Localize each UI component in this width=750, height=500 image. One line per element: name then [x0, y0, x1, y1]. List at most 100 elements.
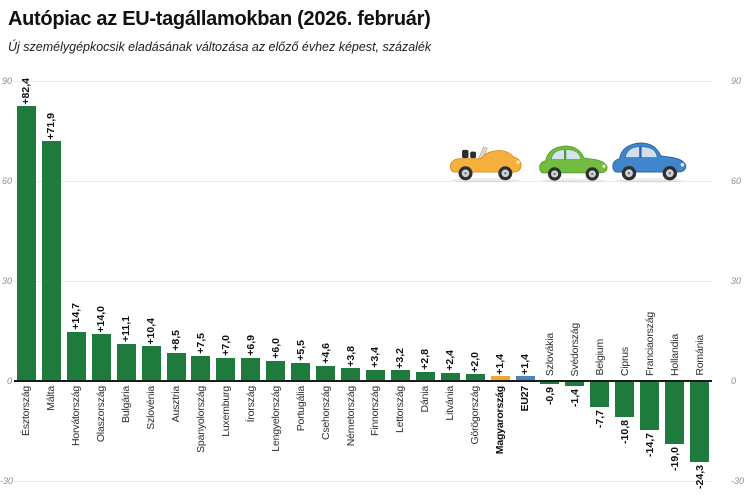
- value-label: +10,4: [145, 317, 158, 345]
- bar-Hollandia: [665, 381, 685, 445]
- category-label: Portugália: [294, 386, 307, 432]
- chart-title: Autópiac az EU-tagállamokban (2026. febr…: [8, 8, 431, 30]
- category-label: Horvátország: [70, 386, 83, 447]
- category-label: Olaszország: [95, 386, 108, 443]
- y-tick-label-right: 30: [731, 276, 742, 286]
- bar-Belgium: [590, 381, 610, 407]
- value-label: +5,5: [294, 339, 307, 361]
- bar-EU27: [515, 376, 535, 381]
- y-tick-label-left: 90: [1, 76, 12, 86]
- bar-Németország: [341, 368, 361, 381]
- value-label: +82,4: [20, 77, 33, 105]
- bar-Csehország: [316, 365, 336, 381]
- category-label: Magyarország: [494, 386, 507, 455]
- gridline--30: [14, 481, 712, 482]
- bar-Lengyelország: [266, 361, 286, 381]
- category-label: Csehország: [319, 386, 332, 441]
- value-label: +1,4: [519, 353, 532, 375]
- value-label: +3,2: [394, 347, 407, 369]
- x-axis-zero-line: [14, 380, 712, 382]
- gridline-60: [14, 181, 712, 182]
- category-label: EU27: [519, 386, 532, 412]
- category-label: Franciaország: [643, 312, 656, 376]
- bar-Spanyolország: [191, 356, 211, 381]
- value-label: +3,8: [344, 345, 357, 367]
- green-car-icon: [538, 134, 610, 184]
- category-label: Litvánia: [444, 386, 457, 421]
- gridline-90: [14, 81, 712, 82]
- category-label: Németország: [344, 386, 357, 447]
- bar-Szlovákia: [540, 381, 560, 384]
- category-label: Írország: [244, 386, 257, 423]
- bar-Szlovénia: [141, 346, 161, 381]
- value-label: +6,0: [269, 338, 282, 359]
- chart-subtitle: Új személygépkocsik eladásának változása…: [8, 40, 432, 54]
- value-label: +1,4: [494, 353, 507, 375]
- value-label: +3,4: [369, 346, 382, 368]
- category-label: Svédország: [568, 322, 581, 376]
- gridline-30: [14, 281, 712, 282]
- bar-Luxemburg: [216, 357, 236, 381]
- value-label: +7,5: [194, 333, 207, 354]
- bar-Finnország: [365, 369, 385, 381]
- category-label: Szlovénia: [145, 386, 158, 430]
- y-tick-label-right: -30: [731, 476, 745, 486]
- bar-Lettország: [390, 370, 410, 381]
- bar-Litvánia: [440, 373, 460, 381]
- value-label: -14,7: [643, 433, 656, 457]
- bar-Írország: [241, 358, 261, 381]
- y-tick-label-right: 90: [731, 76, 742, 86]
- bar-Portugália: [291, 362, 311, 381]
- value-label: -1,4: [568, 388, 581, 407]
- category-label: Románia: [693, 335, 706, 376]
- category-label: Hollandia: [668, 334, 681, 376]
- category-label: Lengyelország: [269, 386, 282, 452]
- category-label: Málta: [45, 386, 58, 411]
- value-label: -19,0: [668, 447, 681, 472]
- bar-Dánia: [415, 371, 435, 381]
- value-label: +4,6: [319, 342, 332, 364]
- value-label: +8,5: [170, 329, 183, 351]
- category-label: Dánia: [419, 386, 432, 413]
- y-tick-label-right: 60: [731, 176, 742, 186]
- category-label: Belgium: [593, 339, 606, 376]
- category-label: Görögország: [469, 386, 482, 445]
- bar-Magyarország: [490, 376, 510, 381]
- y-tick-label-left: 0: [6, 376, 12, 386]
- value-label: +2,0: [469, 351, 482, 373]
- value-label: -7,7: [593, 409, 606, 428]
- bar-Ciprus: [615, 381, 635, 417]
- value-label: +14,7: [70, 303, 83, 330]
- bar-Görögország: [465, 374, 485, 381]
- category-label: Luxemburg: [219, 386, 232, 437]
- value-label: -10,8: [618, 420, 631, 444]
- category-label: Bulgária: [120, 386, 133, 423]
- category-label: Ausztria: [170, 386, 183, 423]
- bar-Franciaország: [640, 381, 660, 430]
- value-label: -0,9: [543, 387, 556, 406]
- value-label: +7,0: [219, 334, 232, 356]
- bar-Románia: [690, 381, 710, 462]
- category-label: Spanyolország: [194, 386, 207, 453]
- bar-Horvátország: [66, 332, 86, 381]
- bar-Málta: [41, 141, 61, 381]
- category-label: Szlovákia: [543, 332, 556, 376]
- value-label: +2,4: [444, 350, 457, 371]
- value-label: +6,9: [244, 335, 257, 356]
- yellow-convertible-icon: [448, 131, 524, 184]
- bar-Bulgária: [116, 344, 136, 381]
- category-label: Lettország: [394, 386, 407, 434]
- value-label: +2,8: [419, 348, 432, 370]
- y-tick-label-left: 60: [1, 176, 12, 186]
- bar-Svédország: [565, 381, 585, 386]
- y-tick-label-left: 30: [1, 276, 12, 286]
- y-tick-label-left: -30: [0, 476, 14, 486]
- y-tick-label-right: 0: [731, 376, 737, 386]
- bar-Ausztria: [166, 352, 186, 381]
- bar-Olaszország: [91, 334, 111, 381]
- category-label: Észtország: [20, 386, 33, 436]
- blue-car-icon: [611, 130, 689, 184]
- category-label: Ciprus: [618, 346, 631, 376]
